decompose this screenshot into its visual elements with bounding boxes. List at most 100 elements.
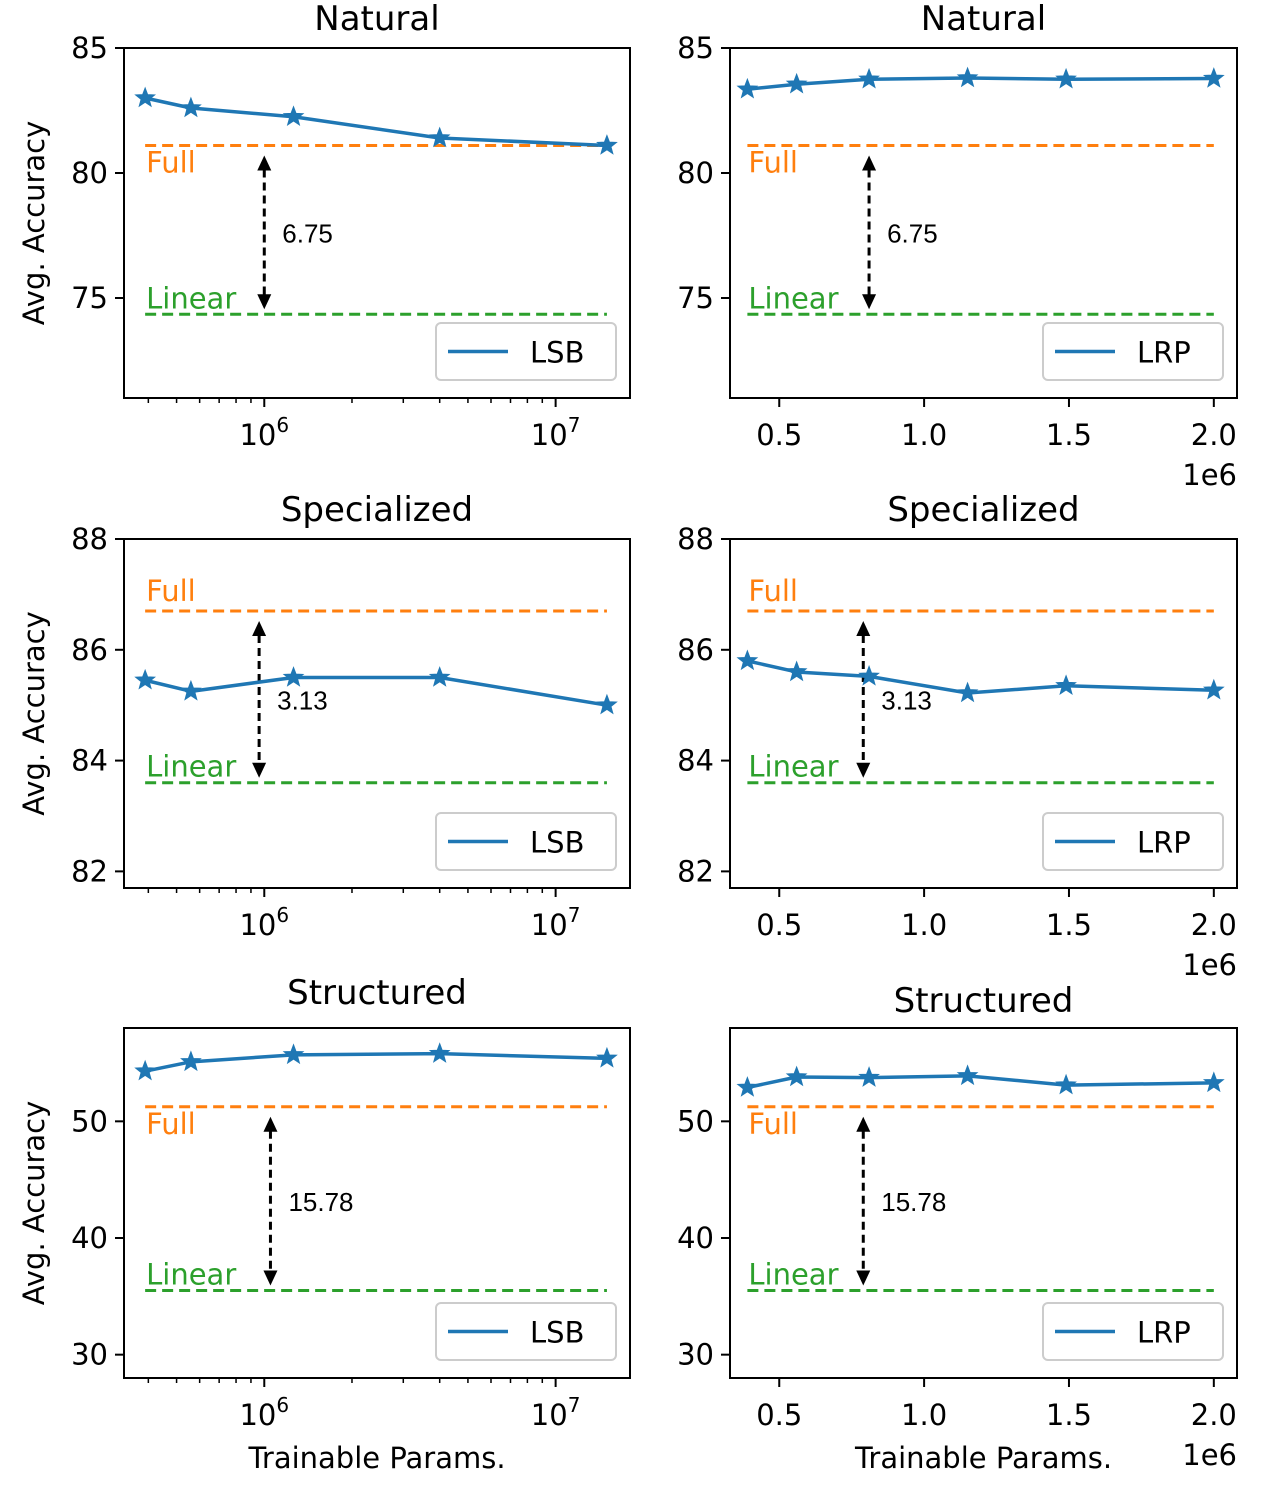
y-tick-label: 75 — [71, 281, 108, 315]
gap-arrow-head-down — [252, 762, 267, 778]
x-tick-label: 1.5 — [1046, 908, 1092, 942]
linear-label: Linear — [146, 750, 236, 784]
y-axis-label: Avg. Accuracy — [17, 1101, 51, 1306]
series-line — [144, 1051, 607, 1073]
gap-arrow-head-up — [862, 155, 877, 171]
x-tick-label: 107 — [531, 903, 581, 942]
x-tick-label: 2.0 — [1191, 1398, 1237, 1432]
y-tick-label: 40 — [677, 1221, 714, 1255]
data-point — [596, 134, 618, 155]
gap-arrow-head-down — [263, 1270, 278, 1286]
series-line — [747, 1074, 1214, 1090]
full-label: Full — [146, 146, 196, 180]
gap-value-label: 15.78 — [288, 1187, 353, 1217]
chart-title: Structured — [287, 973, 467, 1013]
legend: LRP — [1042, 322, 1224, 381]
x-tick-label: 1.0 — [901, 418, 947, 452]
panel-1: Natural 75 80 85 106 107 Avg. Accuracy Full Line… — [17, 0, 631, 452]
x-axis-label: Trainable Params. — [854, 1441, 1112, 1475]
panel-3: Specialized 82 84 86 88 106 107 Avg. Accuracy Fu… — [17, 490, 631, 942]
series-line — [144, 96, 608, 148]
y-tick-label: 30 — [677, 1338, 714, 1372]
full-label: Full — [146, 1107, 196, 1141]
data-point — [282, 666, 305, 687]
axes-frame — [123, 47, 631, 399]
legend: LSB — [435, 812, 617, 871]
x-offset-label: 1e6 — [1182, 948, 1237, 982]
data-point — [180, 96, 202, 118]
data-point — [956, 681, 979, 703]
x-tick-label: 1.5 — [1046, 1398, 1092, 1432]
y-tick-label: 40 — [71, 1221, 108, 1255]
x-tick-label: 0.5 — [756, 1398, 802, 1432]
x-tick-label: 0.5 — [756, 908, 802, 942]
legend-label: LSB — [530, 1316, 584, 1350]
chart-title: Specialized — [281, 490, 473, 530]
chart-title: Natural — [921, 0, 1046, 39]
chart-title: Specialized — [887, 490, 1079, 530]
data-point — [1202, 678, 1225, 700]
legend-label: LRP — [1137, 826, 1191, 860]
x-tick-label: 1.0 — [901, 1398, 947, 1432]
linear-label: Linear — [748, 1258, 838, 1292]
data-point — [1055, 674, 1077, 696]
y-tick-label: 86 — [677, 633, 714, 667]
y-tick-label: 84 — [677, 744, 714, 778]
legend-box — [435, 812, 617, 871]
y-tick-label: 88 — [677, 522, 714, 556]
x-tick-label: 106 — [239, 903, 289, 942]
legend-box — [1042, 322, 1224, 381]
data-point — [180, 679, 202, 701]
gap-arrow-head-down — [856, 1270, 871, 1286]
data-point — [282, 105, 305, 126]
data-point — [785, 1065, 808, 1087]
data-point — [428, 126, 451, 148]
legend-label: LSB — [530, 826, 584, 860]
data-point — [1055, 1073, 1077, 1095]
gap-arrow-head-up — [856, 621, 871, 637]
data-point — [858, 67, 880, 89]
y-tick-label: 86 — [71, 633, 108, 667]
gap-arrow-head-up — [257, 155, 272, 171]
y-tick-label: 82 — [677, 854, 714, 888]
y-tick-label: 50 — [677, 1104, 714, 1138]
y-tick-label: 50 — [71, 1104, 108, 1138]
gap-arrow-head-down — [862, 294, 877, 310]
gap-arrow-head-up — [252, 621, 267, 637]
legend-box — [1042, 1302, 1224, 1361]
legend-box — [435, 1302, 617, 1361]
gap-value-label: 3.13 — [881, 685, 932, 715]
series-line — [746, 659, 1214, 695]
y-axis-label: Avg. Accuracy — [17, 611, 51, 816]
data-point — [428, 666, 451, 687]
data-point — [736, 649, 759, 671]
legend: LSB — [435, 322, 617, 381]
legend: LRP — [1042, 812, 1224, 871]
data-point — [858, 1066, 880, 1087]
data-point — [956, 66, 979, 88]
data-point — [1202, 1071, 1225, 1093]
linear-label: Linear — [748, 281, 838, 315]
x-tick-label: 107 — [531, 413, 581, 452]
gap-arrow-head-up — [263, 1116, 278, 1132]
full-label: Full — [748, 146, 798, 180]
legend-label: LSB — [530, 336, 584, 370]
y-tick-label: 85 — [677, 31, 714, 65]
series-line — [144, 675, 608, 707]
data-point — [785, 72, 808, 94]
linear-label: Linear — [146, 281, 236, 315]
data-point — [428, 1042, 451, 1063]
x-tick-label: 0.5 — [756, 418, 802, 452]
data-point — [596, 1046, 618, 1068]
data-point — [736, 1076, 759, 1097]
y-tick-label: 84 — [71, 744, 108, 778]
panel-2: Natural 75 80 85 0.5 1.0 1.5 2.0 1e6 Full Linear 6.… — [677, 0, 1238, 492]
gap-value-label: 3.13 — [277, 685, 328, 715]
legend-box — [435, 322, 617, 381]
x-offset-label: 1e6 — [1182, 1438, 1237, 1472]
y-tick-label: 75 — [677, 281, 714, 315]
data-point — [858, 664, 880, 686]
data-point — [596, 693, 618, 715]
full-label: Full — [748, 574, 798, 608]
